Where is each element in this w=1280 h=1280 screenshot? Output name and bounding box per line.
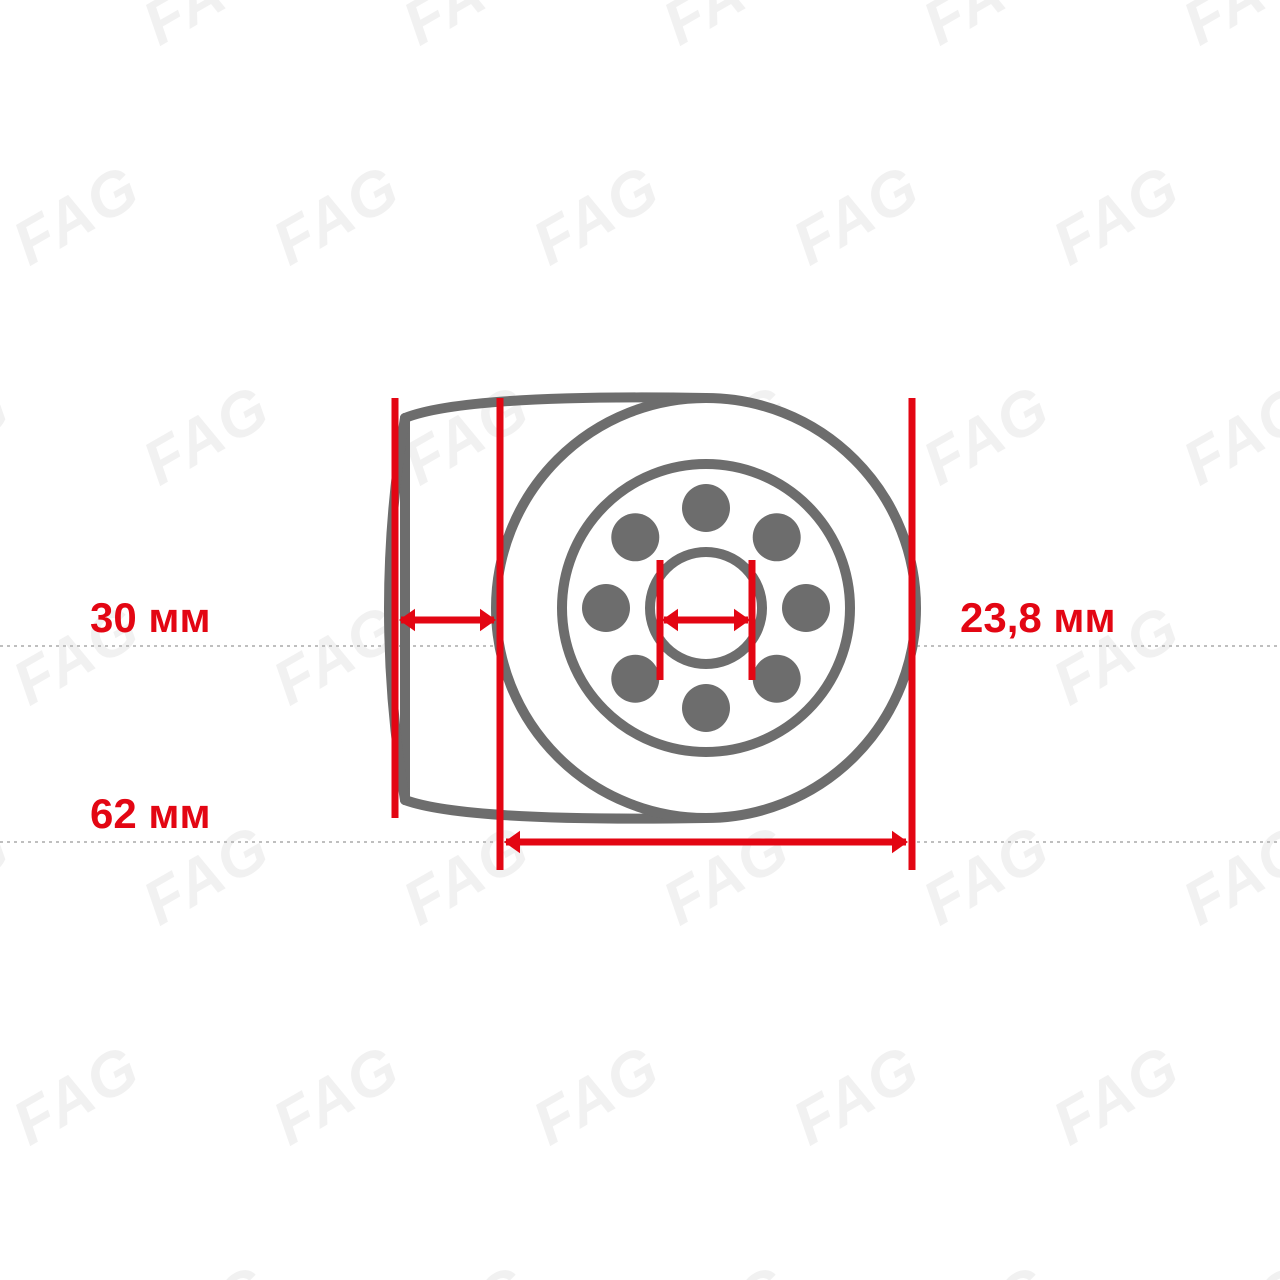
label-bore-diameter: 23,8 мм	[960, 594, 1116, 642]
label-width: 30 мм	[90, 594, 211, 642]
label-outer-diameter: 62 мм	[90, 790, 211, 838]
